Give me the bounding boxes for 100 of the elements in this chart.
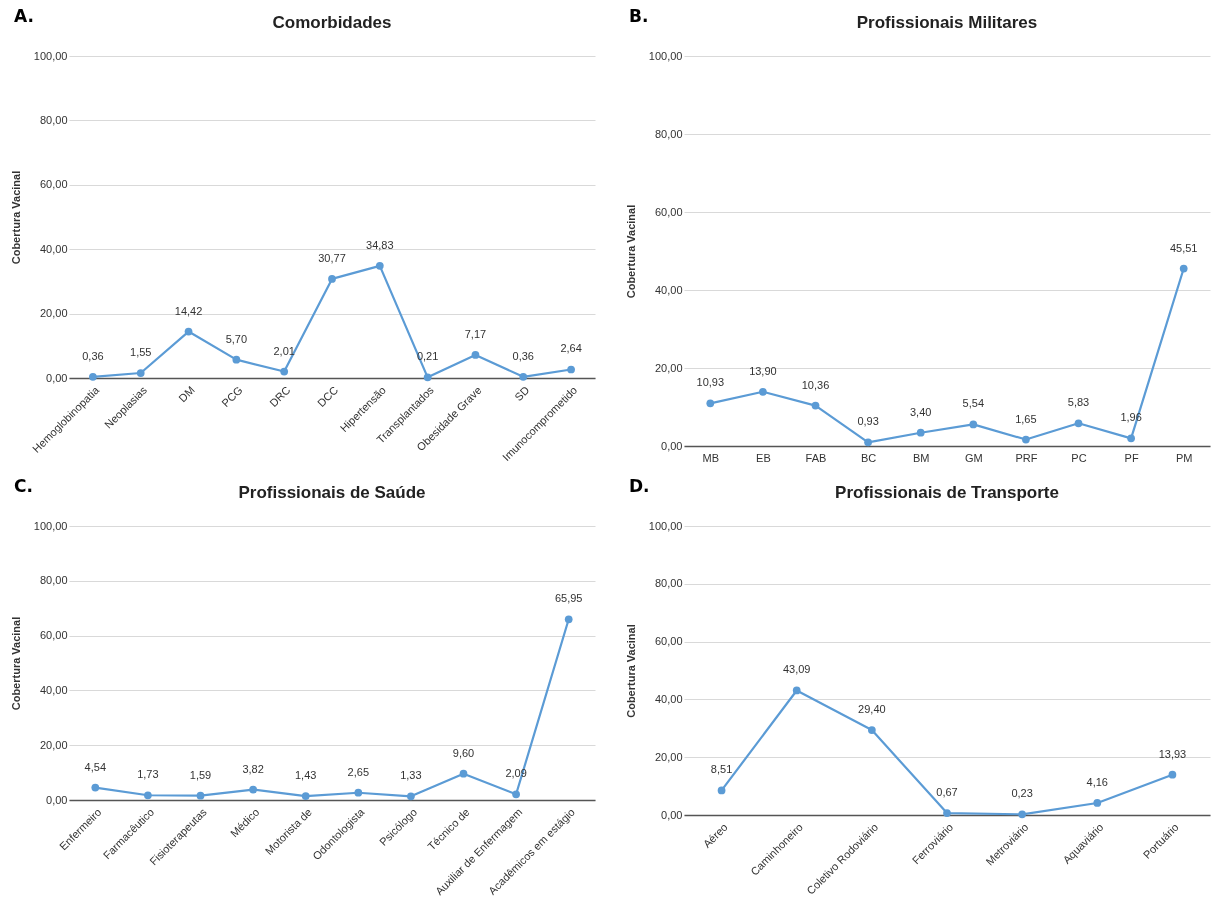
data-label: 14,42	[174, 304, 203, 317]
data-label: 0,93	[857, 415, 879, 428]
point	[916, 428, 925, 437]
data-label: 7,17	[464, 327, 487, 340]
point	[792, 686, 801, 695]
point	[471, 351, 480, 359]
point	[943, 809, 951, 817]
point	[407, 792, 415, 801]
data-label: 4,16	[1086, 775, 1108, 788]
y-tick-label: 80,00	[39, 574, 68, 587]
data-label: 13,93	[1158, 747, 1187, 760]
y-tick-label: 80,00	[654, 577, 683, 590]
point	[280, 367, 289, 376]
point	[1074, 419, 1083, 428]
point	[1179, 264, 1188, 273]
x-tick-label: GM	[964, 451, 983, 464]
data-label: 0,67	[936, 786, 958, 799]
x-tick-label: MB	[702, 451, 720, 464]
data-label: 13,90	[749, 364, 777, 377]
y-tick-label: 100,00	[648, 519, 683, 532]
data-label: 8,51	[710, 763, 733, 776]
data-label: 34,83	[366, 238, 394, 251]
y-tick-label: 40,00	[39, 683, 68, 696]
x-tick-label: PF	[1124, 451, 1139, 464]
x-tick-label: BM	[912, 451, 930, 464]
y-tick-label: 80,00	[39, 113, 68, 126]
y-tick-label: 40,00	[39, 242, 68, 255]
point	[328, 275, 336, 283]
point	[423, 373, 432, 382]
y-axis-title: Cobertura Vacinal	[9, 170, 22, 265]
point	[717, 786, 726, 795]
y-axis-title: Cobertura Vacinal	[9, 616, 22, 711]
y-tick-label: 60,00	[39, 629, 68, 642]
y-tick-label: 0,00	[661, 808, 683, 821]
point	[144, 791, 152, 800]
y-tick-label: 80,00	[654, 127, 683, 140]
data-label: 1,55	[130, 346, 152, 359]
y-tick-label: 20,00	[39, 738, 68, 751]
point	[512, 790, 520, 799]
chart-title: Profissionais Militares	[856, 13, 1038, 32]
data-label: 2,64	[560, 342, 582, 355]
data-label: 1,33	[400, 769, 422, 782]
point	[1127, 434, 1135, 443]
y-tick-label: 60,00	[654, 205, 683, 218]
chart-title: Comorbidades	[272, 13, 392, 32]
x-tick-label: EB	[756, 451, 771, 464]
data-label: 0,36	[512, 349, 534, 362]
point	[567, 365, 575, 374]
point	[1093, 799, 1102, 807]
x-tick-label: BC	[860, 451, 877, 464]
point	[196, 791, 205, 800]
point	[184, 327, 193, 336]
y-tick-label: 60,00	[39, 178, 68, 191]
y-tick-label: 40,00	[654, 692, 683, 705]
text: A.	[14, 6, 34, 26]
y-tick-label: 0,00	[46, 793, 68, 806]
y-tick-label: 100,00	[33, 49, 68, 62]
data-label: 9,60	[452, 746, 475, 759]
data-label: 0,36	[82, 349, 104, 362]
text: D.	[629, 476, 650, 496]
point	[375, 261, 384, 270]
data-label: 10,93	[696, 376, 725, 389]
data-label: 3,82	[242, 762, 264, 775]
data-label: 5,70	[225, 332, 248, 345]
point	[91, 783, 100, 792]
point	[1022, 435, 1030, 444]
data-label: 2,65	[347, 765, 370, 778]
x-tick-label: PC	[1071, 451, 1087, 464]
point	[136, 369, 145, 377]
point	[354, 788, 363, 797]
data-label: 2,01	[273, 344, 295, 357]
y-tick-label: 20,00	[654, 750, 683, 763]
data-label: 0,23	[1011, 787, 1033, 800]
data-label: 1,59	[189, 768, 212, 781]
y-tick-label: 40,00	[654, 283, 683, 296]
data-label: 1,43	[294, 769, 317, 782]
y-tick-label: 60,00	[654, 635, 683, 648]
data-label: 3,40	[909, 405, 932, 418]
point	[232, 355, 241, 364]
point	[867, 726, 876, 734]
y-tick-label: 0,00	[661, 439, 683, 452]
data-label: 10,36	[801, 378, 830, 391]
point	[811, 401, 820, 410]
data-label: 65,95	[554, 592, 583, 605]
data-label: 45,51	[1169, 241, 1198, 254]
point	[301, 792, 310, 800]
y-tick-label: 100,00	[648, 49, 683, 62]
data-label: 5,83	[1067, 396, 1090, 409]
data-label: 4,54	[84, 760, 107, 773]
y-tick-label: 100,00	[33, 519, 68, 532]
x-tick-label: DM	[176, 383, 197, 405]
point	[564, 615, 573, 624]
point	[1168, 770, 1177, 779]
x-tick-label: PM	[1175, 451, 1193, 464]
point	[1018, 810, 1027, 819]
chart-title: Profissionais de Transporte	[835, 483, 1059, 502]
text: C.	[14, 476, 33, 496]
x-tick-label: PRF	[1015, 451, 1038, 464]
x-tick-label: FAB	[805, 451, 827, 464]
y-axis-title: Cobertura Vacinal	[624, 204, 637, 299]
